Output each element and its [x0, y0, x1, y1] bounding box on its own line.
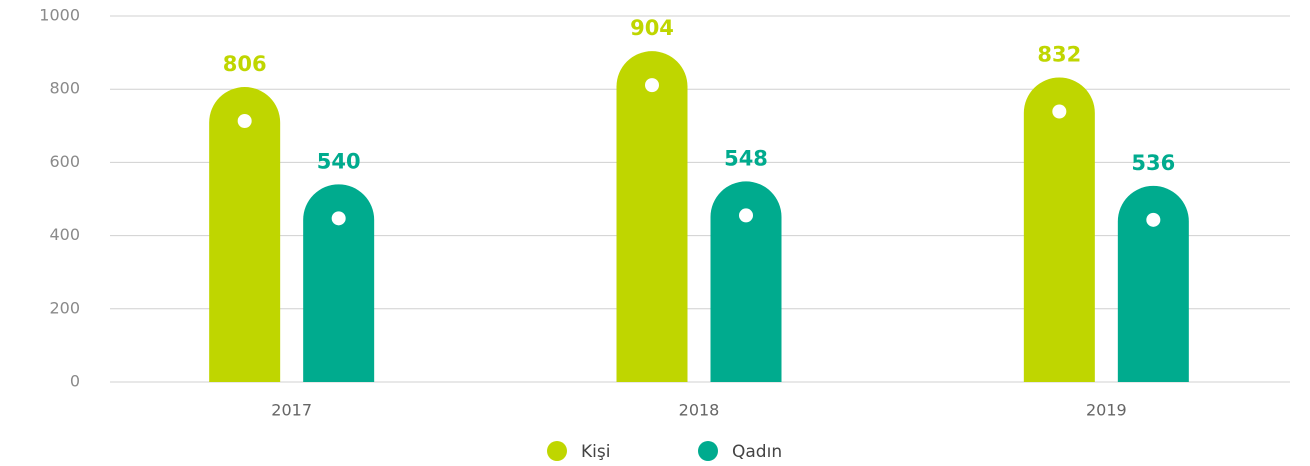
y-tick-label: 800	[49, 79, 80, 98]
value-label: 548	[724, 146, 768, 170]
legend-label: Qadın	[732, 442, 782, 462]
y-tick-label: 600	[49, 152, 80, 171]
x-tick-label: 2019	[1086, 401, 1127, 420]
bar-dot	[1052, 104, 1067, 119]
value-label: 540	[317, 149, 361, 173]
bar	[303, 184, 375, 382]
value-label: 832	[1037, 42, 1081, 66]
bar-dot	[331, 211, 346, 226]
legend-label: Kişi	[581, 442, 610, 462]
y-tick-label: 200	[49, 298, 80, 317]
value-label: 536	[1131, 151, 1175, 175]
legend-marker	[547, 441, 567, 461]
bar	[710, 181, 782, 382]
bar-dot	[739, 208, 753, 223]
bar-dot	[1146, 212, 1161, 227]
x-tick-label: 2017	[271, 401, 312, 420]
bar	[616, 51, 688, 383]
bar	[209, 87, 281, 383]
y-tick-label: 0	[70, 372, 80, 391]
bar-dot	[645, 78, 659, 93]
bar	[1023, 77, 1095, 382]
value-label: 806	[223, 52, 267, 76]
value-label: 904	[630, 16, 674, 40]
y-tick-label: 1000	[39, 6, 80, 25]
x-tick-label: 2018	[679, 401, 720, 420]
bar	[1117, 185, 1189, 382]
y-tick-label: 400	[49, 225, 80, 244]
legend-marker	[698, 441, 718, 461]
bar-dot	[237, 114, 252, 129]
